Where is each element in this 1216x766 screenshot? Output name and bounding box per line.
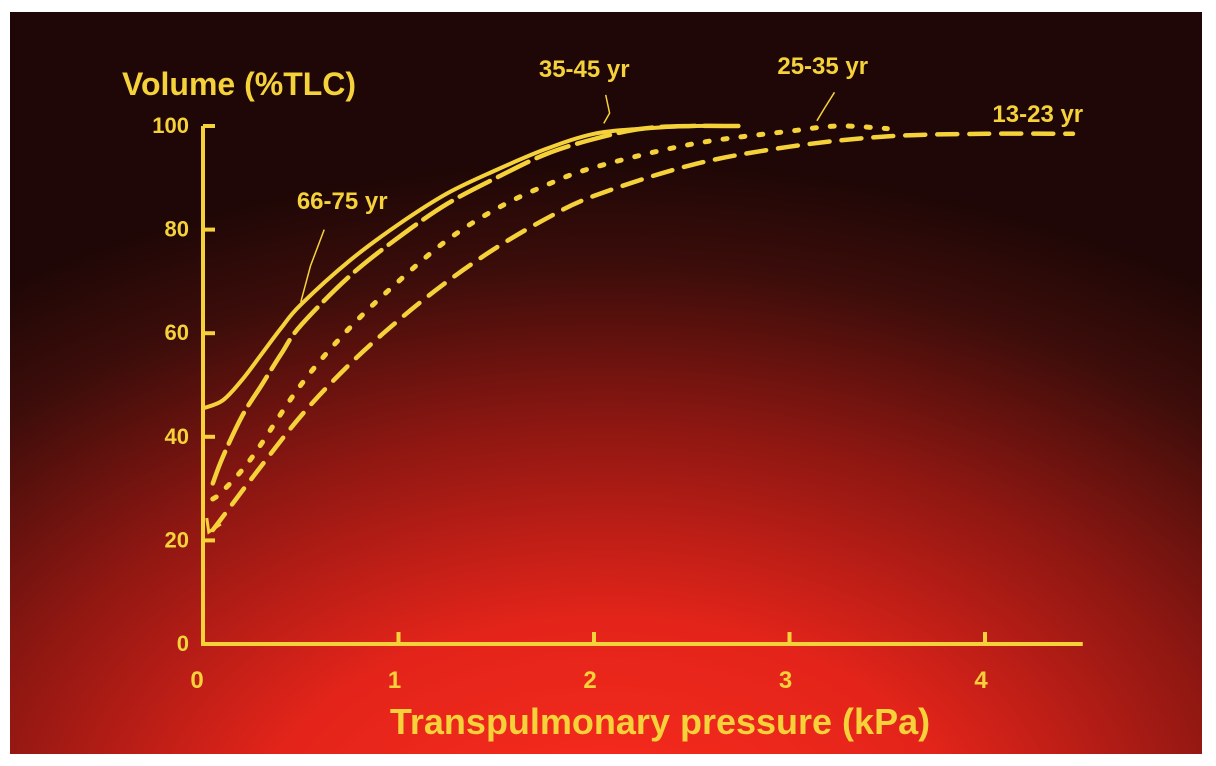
y-tick-label-0: 0: [177, 631, 189, 656]
x-tick-label-3: 3: [779, 667, 792, 694]
x-tick-label-0: 0: [190, 667, 203, 694]
series-line-25-35-yr: [210, 123, 890, 502]
series-line-35-45-yr: [210, 123, 743, 486]
annotations: 66-75 yr 35-45 yr 25-35 yr 13-23 yr: [297, 53, 1083, 303]
chart: 0 20 40 60 80 100 0 1 2 3 4 66-75 yr 35-45 yr 25-35 …: [10, 12, 1202, 754]
annotation-25-35-yr: 25-35 yr: [777, 53, 868, 80]
y-tick-label-80: 80: [165, 217, 189, 242]
series-line-13-23-yr: [210, 131, 1076, 533]
x-tick-label-1: 1: [388, 667, 401, 694]
annotation-66-75-yr: 66-75 yr: [297, 188, 388, 215]
y-tick-label-20: 20: [165, 527, 189, 552]
y-tick-label-40: 40: [165, 424, 189, 449]
chart-frame: 0 20 40 60 80 100 0 1 2 3 4 66-75 yr 35-45 yr 25-35 …: [10, 12, 1202, 754]
annotation-leader-35-45-yr: [603, 94, 611, 124]
x-axis-label: Transpulmonary pressure (kPa): [390, 701, 930, 742]
x-tick-label-4: 4: [974, 667, 988, 694]
plot-area: [201, 123, 1076, 535]
annotation-leader-66-75-yr: [300, 229, 325, 303]
series-start-arrow: [205, 517, 222, 535]
annotation-13-23-yr: 13-23 yr: [992, 101, 1083, 128]
annotation-leader-25-35-yr: [816, 91, 836, 122]
y-tick-label-100: 100: [152, 113, 189, 138]
x-tick-label-2: 2: [583, 667, 596, 694]
axes: 0 20 40 60 80 100 0 1 2 3 4: [152, 113, 1083, 694]
annotation-35-45-yr: 35-45 yr: [539, 56, 630, 83]
y-tick-label-60: 60: [165, 320, 189, 345]
y-axis-label: Volume (%TLC): [122, 66, 356, 102]
